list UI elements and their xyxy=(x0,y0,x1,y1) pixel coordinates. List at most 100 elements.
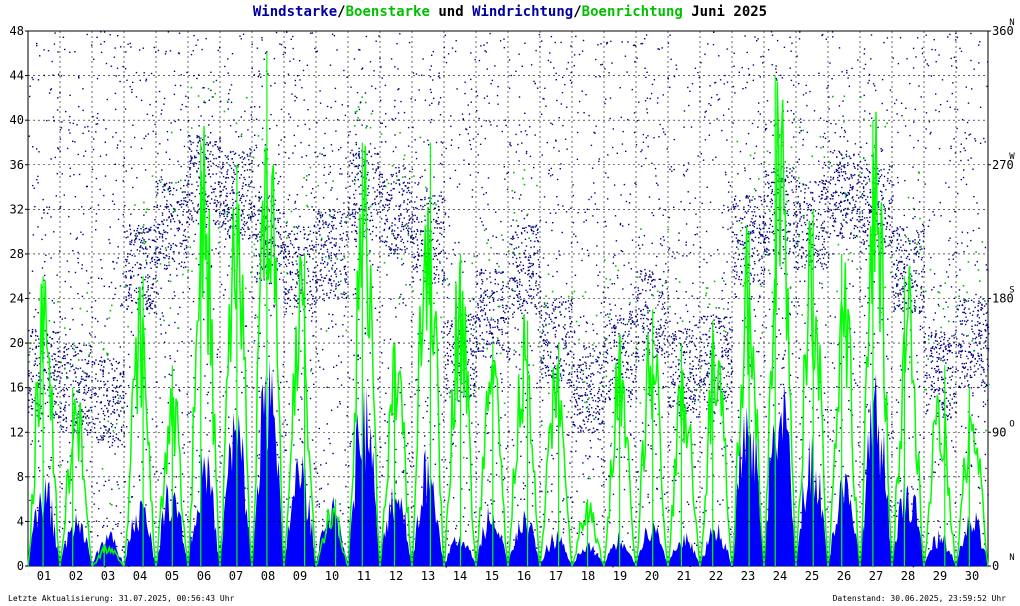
direction-point xyxy=(211,96,214,98)
direction-point xyxy=(275,227,277,230)
direction-point xyxy=(322,348,324,351)
direction-point xyxy=(175,384,177,386)
direction-point xyxy=(203,101,205,104)
direction-point xyxy=(487,479,489,481)
direction-point xyxy=(149,294,151,297)
direction-point xyxy=(89,431,91,434)
direction-point xyxy=(457,147,460,149)
direction-point xyxy=(289,233,291,235)
direction-point xyxy=(181,340,183,343)
direction-point xyxy=(398,170,401,172)
direction-point xyxy=(433,248,436,251)
direction-point xyxy=(367,395,370,397)
direction-point xyxy=(81,295,84,298)
direction-point xyxy=(442,326,445,328)
direction-point xyxy=(116,545,118,548)
direction-point xyxy=(507,322,509,324)
direction-point xyxy=(114,293,116,296)
direction-point xyxy=(129,241,131,243)
gust-direction-point xyxy=(340,293,342,295)
direction-point xyxy=(196,449,198,452)
direction-point xyxy=(417,248,419,250)
gust-direction-point xyxy=(419,233,422,236)
direction-point xyxy=(183,452,185,454)
direction-point xyxy=(126,230,128,232)
direction-point xyxy=(220,225,223,228)
direction-point xyxy=(79,367,82,369)
direction-point xyxy=(54,513,56,516)
direction-point xyxy=(378,178,380,180)
direction-point xyxy=(446,484,449,486)
direction-point xyxy=(156,185,159,188)
direction-point xyxy=(220,191,223,193)
direction-point xyxy=(261,37,263,39)
direction-point xyxy=(125,296,127,298)
direction-point xyxy=(207,136,209,138)
direction-point xyxy=(398,191,401,193)
direction-point xyxy=(310,290,312,292)
direction-point xyxy=(362,165,364,167)
direction-point xyxy=(97,417,99,420)
direction-point xyxy=(70,432,72,434)
direction-point xyxy=(376,189,379,191)
direction-point xyxy=(338,149,340,151)
direction-point xyxy=(35,346,37,348)
direction-point xyxy=(370,437,372,439)
direction-point xyxy=(212,145,214,147)
direction-point xyxy=(437,103,440,105)
direction-point xyxy=(231,189,233,192)
direction-point xyxy=(164,185,166,187)
direction-point xyxy=(78,76,80,78)
direction-point xyxy=(229,219,231,221)
direction-point xyxy=(328,270,330,272)
direction-point xyxy=(177,181,180,183)
direction-point xyxy=(172,243,174,245)
direction-point xyxy=(205,194,207,196)
direction-point xyxy=(143,377,145,379)
direction-point xyxy=(314,267,316,269)
direction-point xyxy=(405,185,407,187)
direction-point xyxy=(449,328,452,330)
direction-point xyxy=(491,332,493,334)
gust-direction-point xyxy=(468,314,470,317)
direction-point xyxy=(412,126,414,129)
direction-point xyxy=(322,298,324,300)
direction-point xyxy=(55,360,57,362)
direction-point xyxy=(444,459,447,461)
direction-point xyxy=(218,156,220,158)
direction-point xyxy=(412,452,414,454)
direction-point xyxy=(241,166,244,168)
direction-point xyxy=(259,236,261,238)
direction-point xyxy=(366,125,368,127)
direction-point xyxy=(355,297,357,299)
direction-point xyxy=(486,342,488,345)
direction-point xyxy=(232,204,234,207)
direction-point xyxy=(300,396,302,398)
direction-point xyxy=(223,496,226,499)
direction-point xyxy=(93,363,96,365)
direction-point xyxy=(193,518,195,520)
direction-point xyxy=(390,249,392,251)
direction-point xyxy=(441,269,444,271)
direction-point xyxy=(181,473,184,475)
gust-direction-point xyxy=(85,417,87,420)
direction-point xyxy=(297,275,299,277)
gust-direction-point xyxy=(253,254,255,257)
gust-direction-point xyxy=(436,292,438,294)
gust-direction-point xyxy=(188,236,190,239)
gust-direction-point xyxy=(234,233,236,236)
direction-point xyxy=(322,262,324,265)
gust-direction-point xyxy=(286,272,288,274)
direction-point xyxy=(69,455,72,457)
direction-point xyxy=(226,274,229,276)
direction-point xyxy=(351,211,354,214)
direction-point xyxy=(99,155,102,157)
direction-point xyxy=(301,87,303,89)
direction-point xyxy=(57,97,59,99)
direction-point xyxy=(65,334,67,336)
direction-point xyxy=(375,168,377,170)
direction-point xyxy=(169,355,171,357)
direction-point xyxy=(343,291,345,294)
direction-point xyxy=(226,195,228,198)
direction-point xyxy=(395,244,397,246)
